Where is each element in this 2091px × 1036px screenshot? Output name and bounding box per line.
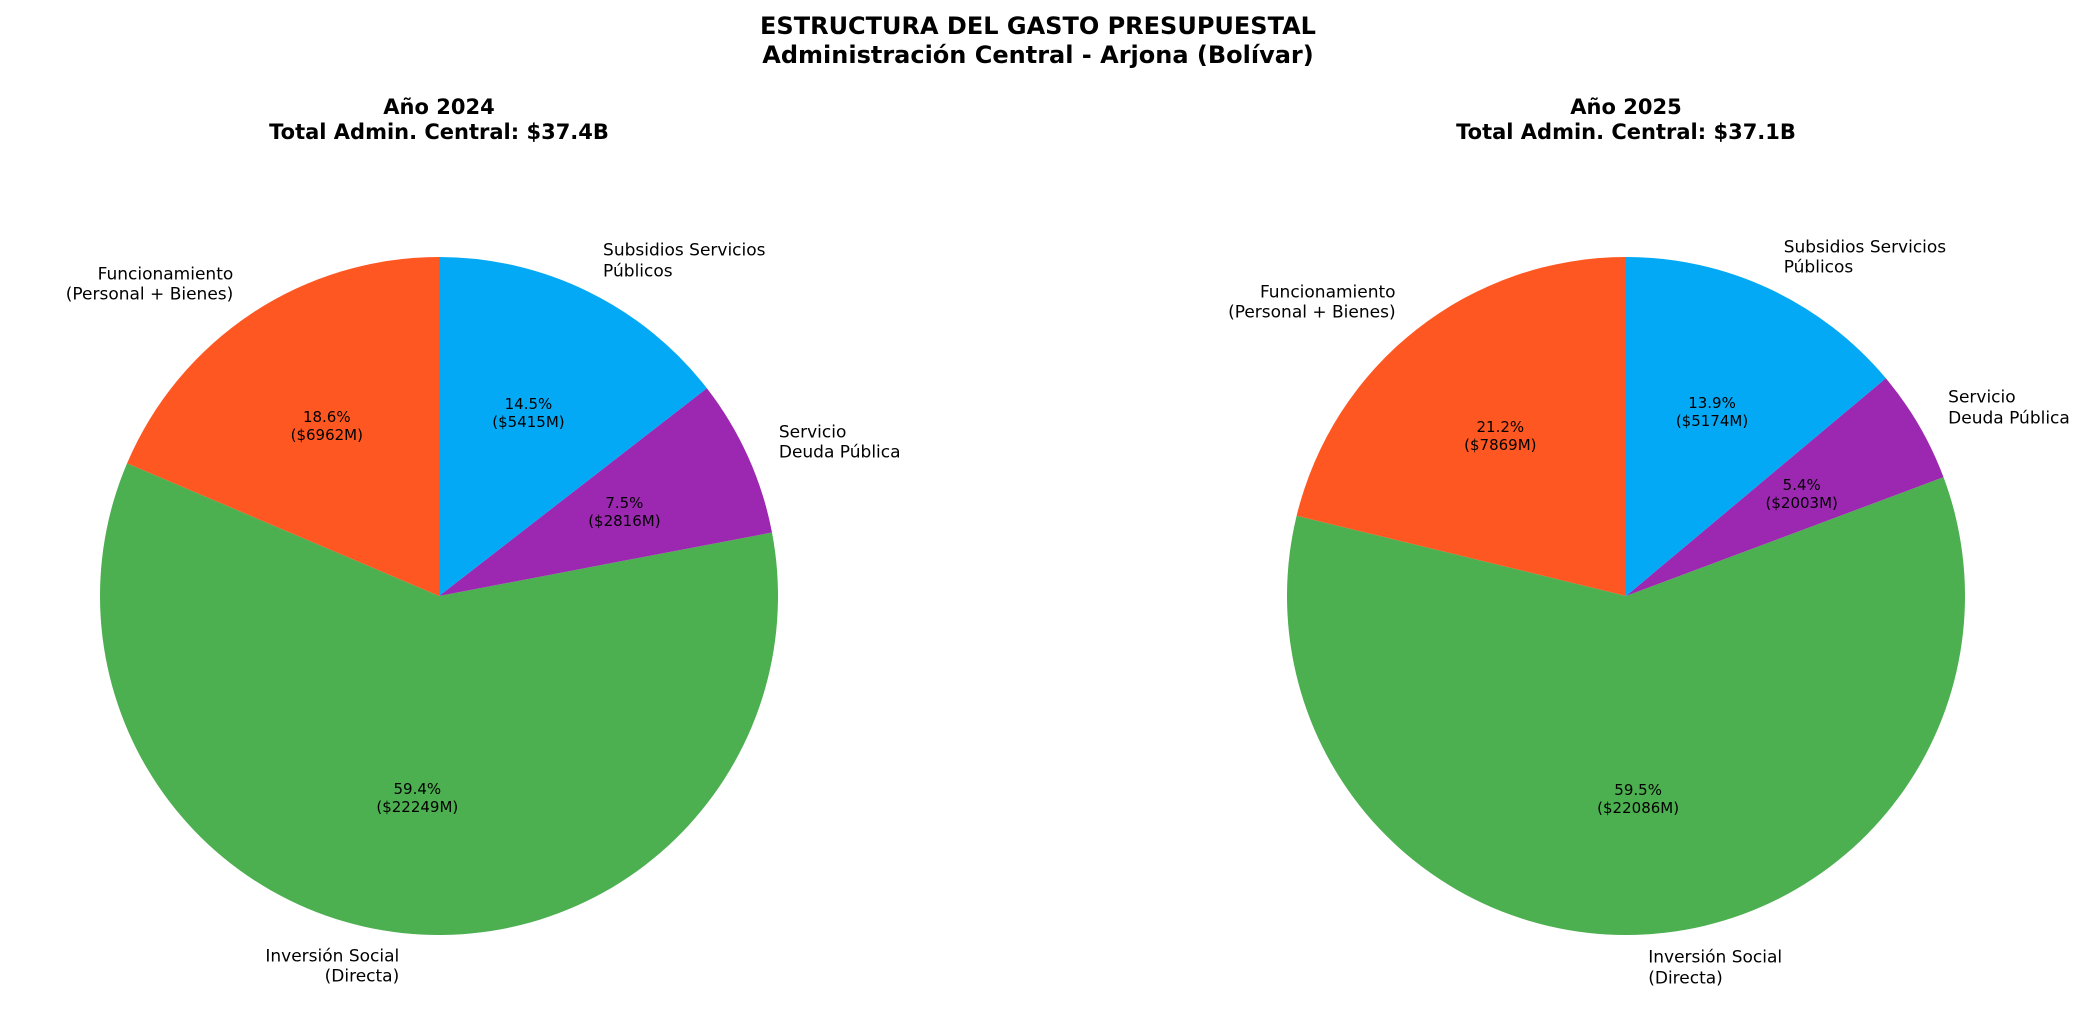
- value-label: 18.6% ($6962M): [290, 408, 363, 445]
- suptitle: ESTRUCTURA DEL GASTO PRESUPUESTAL Admini…: [760, 12, 1316, 69]
- slice-label: Funcionamiento (Personal + Bienes): [65, 264, 234, 305]
- slice-label: Subsidios Servicios Públicos: [1783, 237, 1947, 279]
- value-label: 21.2% ($7869M): [1464, 418, 1537, 455]
- pie-slice: [439, 388, 772, 596]
- pie-slice: [1296, 257, 1626, 596]
- pie-slice: [1287, 477, 1965, 936]
- pie-title: Año 2025 Total Admin. Central: $37.1B: [1456, 95, 1796, 145]
- value-label: 5.4% ($2003M): [1765, 475, 1838, 512]
- slice-label: Inversión Social (Directa): [1648, 947, 1783, 989]
- value-label: 59.5% ($22086M): [1597, 781, 1680, 818]
- value-label: 59.4% ($22249M): [376, 780, 459, 817]
- value-label: 13.9% ($5174M): [1675, 393, 1749, 430]
- pie-slice: [439, 257, 707, 596]
- pie-slice: [1626, 257, 1886, 596]
- value-label: 14.5% ($5415M): [492, 395, 565, 432]
- pie-slice: [100, 463, 778, 935]
- pie-slice: [1626, 378, 1944, 596]
- pie-slice: [127, 257, 439, 596]
- slice-label: Servicio Deuda Pública: [778, 422, 901, 463]
- slice-label: Inversión Social (Directa): [265, 946, 400, 987]
- slice-label: Subsidios Servicios Públicos: [603, 240, 766, 282]
- value-label: 7.5% ($2816M): [588, 494, 661, 531]
- slice-label: Funcionamiento (Personal + Bienes): [1228, 282, 1396, 323]
- pie-title: Año 2024 Total Admin. Central: $37.4B: [269, 95, 609, 145]
- slice-label: Servicio Deuda Pública: [1948, 387, 2070, 429]
